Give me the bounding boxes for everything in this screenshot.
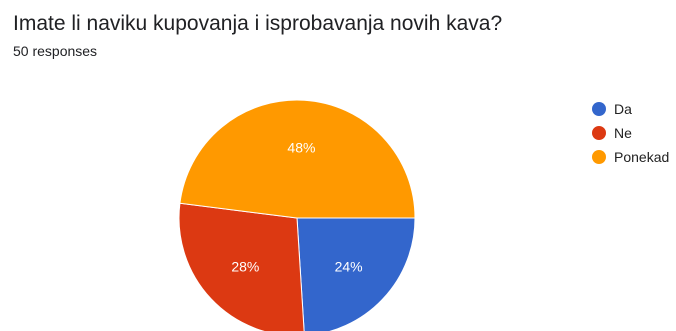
pie-slices xyxy=(179,100,415,331)
legend-item-ponekad[interactable]: Ponekad xyxy=(592,146,669,168)
legend-label-da: Da xyxy=(614,101,632,117)
legend-swatch-ne xyxy=(592,126,606,140)
legend-swatch-da xyxy=(592,102,606,116)
pie-label-ne: 28% xyxy=(231,258,259,274)
legend-label-ne: Ne xyxy=(614,125,632,141)
legend-item-da[interactable]: Da xyxy=(592,98,669,120)
pie-slice-ponekad[interactable] xyxy=(180,100,415,218)
chart-legend: Da Ne Ponekad xyxy=(592,98,669,170)
legend-label-ponekad: Ponekad xyxy=(614,149,669,165)
legend-swatch-ponekad xyxy=(592,150,606,164)
pie-label-da: 24% xyxy=(335,258,363,274)
legend-item-ne[interactable]: Ne xyxy=(592,122,669,144)
pie-slice-da[interactable] xyxy=(297,218,415,331)
pie-label-ponekad: 48% xyxy=(287,139,315,155)
